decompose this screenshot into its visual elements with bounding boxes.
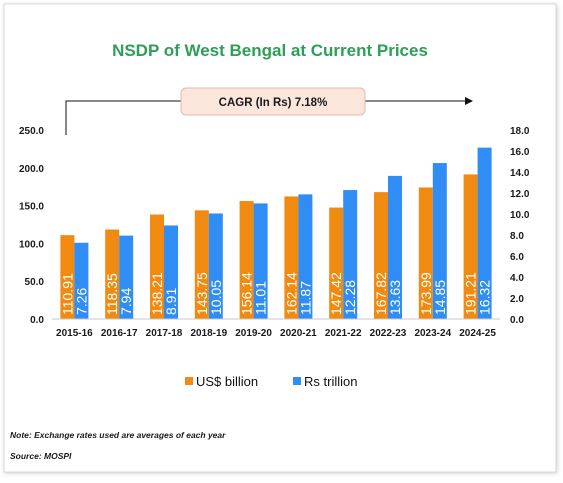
right-tick-label: 4.0	[510, 273, 524, 284]
cagr-callout-text: CAGR (In Rs) 7.18%	[219, 97, 328, 109]
right-tick-label: 14.0	[510, 168, 530, 179]
bar-usd-label: 156.14	[239, 272, 255, 315]
bar-series: 110.917.26 118.357.94 138.218.91 143.7510.0…	[59, 147, 493, 319]
cagr-callout-box	[180, 87, 366, 116]
left-tick-label: 200.0	[19, 164, 44, 175]
bar-usd-billion	[194, 210, 209, 319]
bar-usd-label: 138.21	[149, 272, 165, 315]
bar-usd-label: 118.35	[104, 273, 120, 315]
x-tick-label: 2016-17	[101, 328, 138, 339]
bar-rs-trillion	[477, 147, 492, 319]
right-y-axis: 0.0 2.0 4.0 6.0 8.0 10.0 12.0 14.0 16.0 18.0	[510, 126, 530, 326]
left-y-axis: 0.0 50.0 100.0 150.0 200.0 250.0	[19, 126, 44, 326]
bar-rs-label: 14.85	[432, 280, 448, 315]
left-tick-label: 0.0	[30, 315, 44, 326]
legend: US$ billion Rs trillion	[185, 374, 357, 389]
legend-swatch-usd	[185, 377, 193, 385]
x-tick-label: 2021-22	[325, 328, 362, 339]
legend-swatch-rs	[293, 377, 301, 385]
bar-rs-label: 12.28	[342, 280, 358, 315]
bar-rs-trillion	[388, 175, 402, 319]
bar-usd-label: 147.42	[328, 272, 344, 315]
bar-usd-billion	[329, 207, 344, 319]
right-tick-label: 6.0	[510, 252, 524, 263]
bar-rs-trillion	[432, 163, 447, 319]
x-tick-label: 2023-24	[414, 328, 451, 339]
x-tick-label: 2015-16	[56, 328, 93, 339]
bar-usd-label: 110.91	[59, 273, 75, 315]
bar-rs-label: 13.63	[387, 280, 403, 315]
right-tick-label: 16.0	[510, 147, 530, 158]
legend-label-rs: Rs trillion	[304, 374, 357, 389]
bar-rs-label: 11.87	[297, 281, 313, 315]
bar-rs-trillion	[208, 213, 223, 319]
x-tick-label: 2020-21	[280, 328, 317, 339]
x-tick-label: 2017-18	[146, 328, 183, 339]
right-tick-label: 12.0	[510, 189, 530, 200]
bar-usd-billion	[60, 235, 75, 319]
right-tick-label: 10.0	[510, 210, 530, 221]
bar-rs-trillion	[253, 203, 268, 319]
x-tick-label: 2018-19	[190, 328, 227, 339]
legend-label-usd: US$ billion	[196, 374, 258, 389]
bar-rs-trillion	[164, 225, 178, 319]
x-tick-label: 2024-25	[459, 328, 496, 339]
bar-usd-label: 167.82	[373, 272, 389, 315]
left-tick-label: 150.0	[19, 202, 44, 213]
left-tick-label: 100.0	[19, 239, 44, 250]
bar-rs-label: 11.01	[253, 281, 269, 315]
bar-usd-billion	[374, 192, 388, 319]
bar-usd-billion	[284, 196, 299, 319]
chart-title: NSDP of West Bengal at Current Prices	[112, 41, 428, 60]
source-note: Source: MOSPI	[10, 451, 72, 461]
bar-usd-label: 162.14	[283, 272, 299, 315]
bar-usd-label: 191.21	[463, 272, 479, 315]
bar-rs-trillion	[298, 194, 313, 319]
bar-usd-billion	[418, 187, 433, 319]
bar-rs-label: 7.26	[73, 288, 89, 315]
right-tick-label: 8.0	[510, 231, 524, 242]
x-axis: 2015-16 2016-17 2017-18 2018-19 2019-20 2020-…	[52, 318, 500, 339]
right-tick-label: 2.0	[510, 294, 524, 305]
bar-usd-billion	[105, 229, 120, 319]
bar-usd-label: 173.99	[418, 272, 434, 315]
left-tick-label: 50.0	[25, 277, 45, 288]
bar-usd-billion	[239, 200, 254, 319]
bar-rs-trillion	[119, 235, 134, 319]
bar-rs-label: 7.94	[118, 288, 134, 315]
bar-usd-label: 143.75	[194, 272, 210, 315]
right-tick-label: 0.0	[510, 315, 524, 326]
bar-rs-trillion	[343, 190, 358, 319]
exchange-rate-note: Note: Exchange rates used are averages o…	[10, 430, 226, 440]
right-tick-label: 18.0	[510, 126, 530, 137]
bar-rs-label: 10.05	[208, 280, 224, 315]
left-tick-label: 250.0	[19, 126, 44, 137]
bar-usd-billion	[150, 214, 164, 319]
bar-usd-billion	[463, 174, 478, 319]
x-tick-label: 2019-20	[235, 328, 272, 339]
bar-rs-trillion	[74, 242, 89, 319]
bar-rs-label: 8.91	[163, 288, 179, 315]
bar-rs-label: 16.32	[477, 280, 493, 315]
x-tick-label: 2022-23	[370, 328, 407, 339]
